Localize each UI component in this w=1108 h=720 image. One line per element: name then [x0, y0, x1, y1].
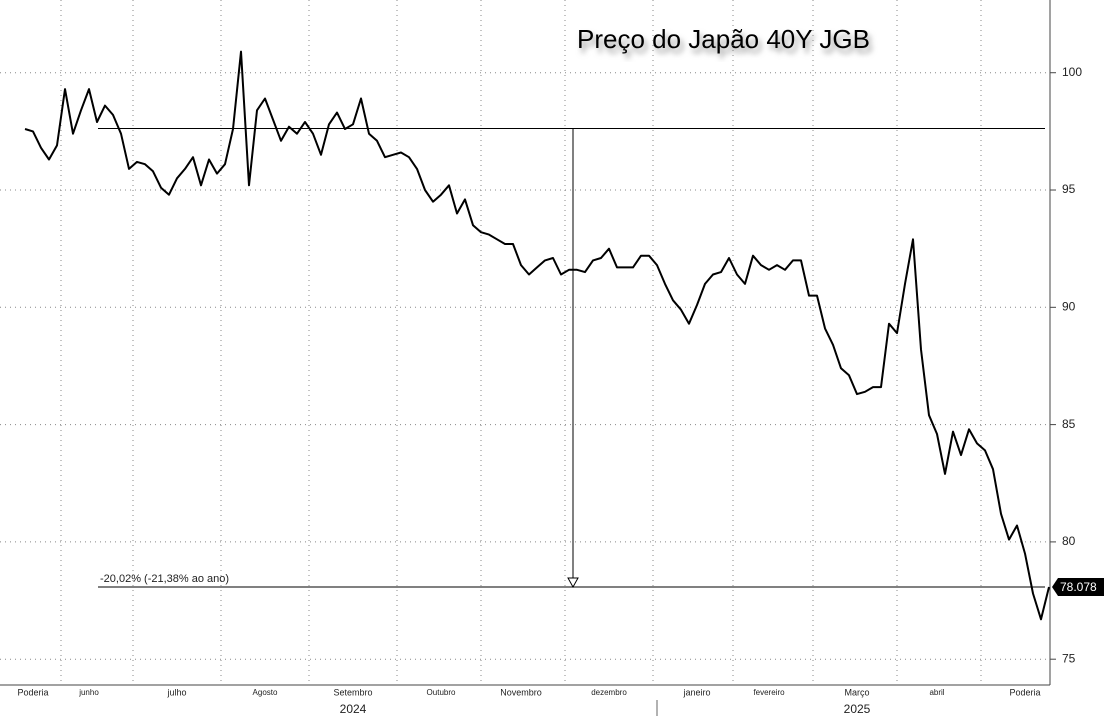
y-tick-label: 90: [1062, 299, 1076, 313]
x-tick-label: abril: [929, 688, 944, 697]
x-tick-label: julho: [166, 687, 186, 697]
x-tick-label: janeiro: [682, 687, 710, 697]
x-tick-label: fevereiro: [753, 688, 785, 697]
annotation-text: -20,02% (-21,38% ao ano): [100, 573, 229, 585]
last-value-label: 78.078: [1060, 580, 1097, 594]
x-tick-label: junho: [78, 688, 99, 697]
x-tick-label: Setembro: [333, 687, 372, 697]
line: [24, 50, 1050, 621]
y-tick-label: 95: [1062, 182, 1076, 196]
year-label: 2025: [844, 702, 871, 716]
chart-title: Preço do Japão 40Y JGB: [577, 24, 870, 54]
y-tick-label: 80: [1062, 534, 1076, 548]
x-tick-label: Poderia: [17, 687, 48, 697]
y-tick-label: 75: [1062, 651, 1076, 665]
arrow-head: [567, 577, 579, 589]
x-tick-label: Agosto: [253, 688, 278, 697]
x-tick-label: Março: [844, 687, 869, 697]
x-tick-label: Outubro: [427, 688, 456, 697]
x-tick-label: Novembro: [500, 687, 542, 697]
x-tick-label: dezembro: [591, 688, 627, 697]
year-label: 2024: [340, 702, 367, 716]
title-shadow-text: Preço do Japão 40Y JGB: [580, 29, 873, 59]
y-tick-label: 85: [1062, 417, 1076, 431]
x-tick-label: Poderia: [1009, 687, 1040, 697]
y-tick-label: 100: [1062, 65, 1082, 79]
last-value-box: [1052, 577, 1104, 596]
